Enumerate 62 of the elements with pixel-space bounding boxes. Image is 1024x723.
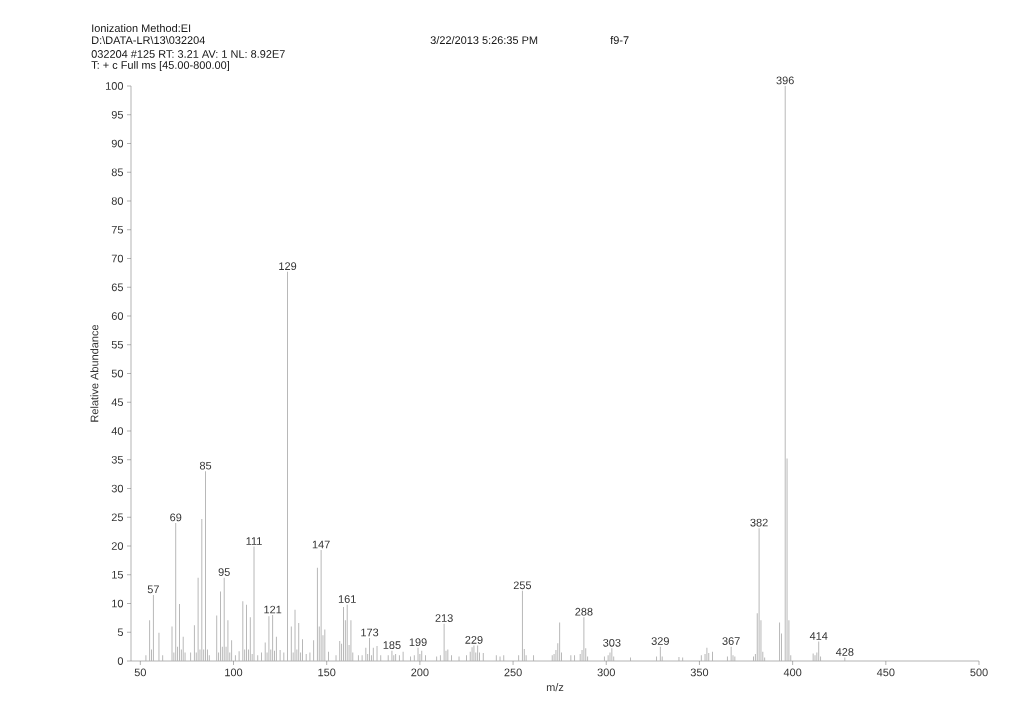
annotation: 428 [835,648,854,656]
annotation: 95 [218,568,230,576]
annotation: 85 [199,461,212,470]
y-tick-label: 20 [111,542,124,550]
y-tick-label: 100 [106,82,124,90]
x-tick-label: 150 [318,668,336,677]
y-tick-label: 5 [117,628,124,637]
annotation: 329 [651,637,669,645]
y-tick-label: 90 [111,139,124,148]
annotation: 111 [246,537,262,545]
text: T: + c Full ms [45.00-800.00] [91,60,229,72]
x-tick-label: 450 [876,668,895,677]
y-tick-label: 10 [112,599,124,608]
annotation: 414 [809,632,828,640]
annotation: 255 [513,581,532,590]
y-tick-label: 30 [111,484,124,493]
annotation: 129 [279,262,297,271]
annotation: 161 [338,595,356,603]
annotation: 69 [170,513,182,522]
text: Ionization Method:EI [92,23,191,33]
annotation: 367 [722,637,740,645]
text: 3/22/2013 5:26:35 PM [430,35,538,45]
x-tick-label: 50 [134,668,146,677]
y-tick-label: 70 [111,254,124,263]
annotation: 121 [264,605,282,614]
annotation: 288 [575,607,593,616]
x-tick-label: 200 [411,668,429,677]
y-tick-label: 75 [111,225,124,234]
x-tick-label: 100 [225,668,243,677]
annotation: 213 [435,614,453,622]
y-tick-label: 40 [111,427,124,435]
y-tick-label: 25 [111,513,124,522]
y-tick-label: 80 [111,197,124,205]
y-tick-label: 85 [111,168,124,177]
text: 032204 #125 RT: 3.21 AV: 1 NL: 8.92E7 [91,50,285,58]
y-tick-label: 35 [111,455,124,464]
y-tick-label: 65 [111,283,124,292]
y-tick-label: 95 [111,110,124,119]
annotation: 57 [147,585,159,594]
x-tick-label: 300 [597,668,615,677]
y-tick-label: 45 [111,398,124,407]
annotation: 185 [383,641,401,649]
annotation: 303 [603,638,621,647]
annotation: 382 [750,518,768,527]
annotation: 229 [465,636,483,644]
annotation: 396 [776,76,794,85]
y-tick-label: 60 [111,312,124,320]
x-axis-title: m/z [546,683,564,692]
annotation: 173 [361,628,379,637]
x-tick-label: 500 [970,668,988,677]
y-tick-label: 15 [112,570,124,579]
annotation: 199 [409,638,427,647]
y-tick-label: 0 [117,657,124,665]
x-tick-label: 400 [783,668,802,677]
x-tick-label: 250 [504,668,522,677]
text: D:\DATA-LR\13\032204 [92,35,205,45]
text: f9-7 [610,35,629,45]
y-tick-label: 50 [111,369,124,378]
y-tick-label: 55 [111,340,124,349]
y-axis-title: Relative Abundance [90,324,99,422]
annotation: 147 [312,540,330,549]
x-tick-label: 350 [690,668,709,677]
